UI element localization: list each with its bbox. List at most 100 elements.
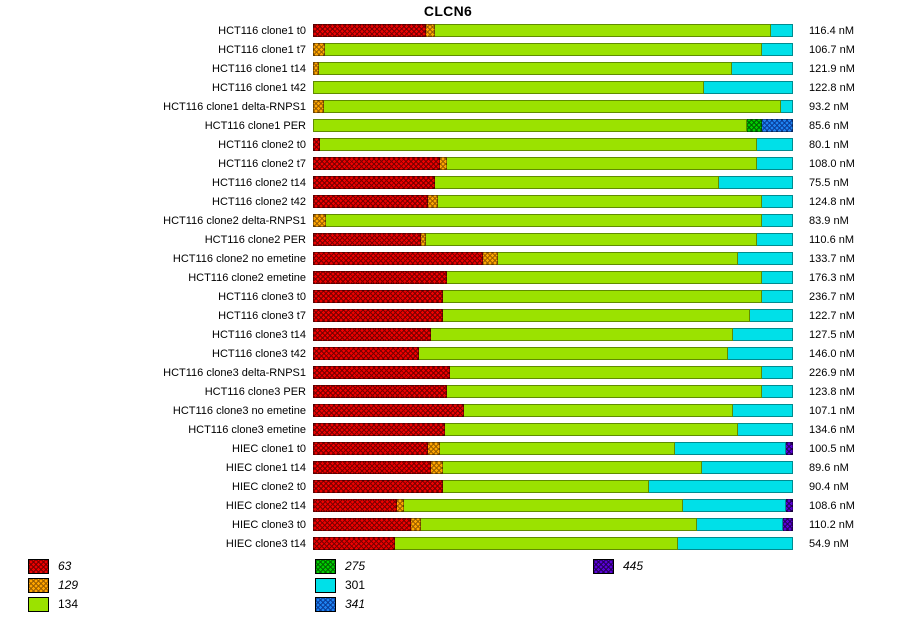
bar-segment-134 — [445, 423, 738, 436]
bar-segment-445 — [785, 499, 793, 512]
row-label: HCT116 clone2 t42 — [212, 195, 306, 208]
bar-row: HIEC clone1 t14 89.6 nM — [0, 458, 900, 477]
legend-swatch-301 — [315, 577, 336, 593]
bar-row: HCT116 clone3 no emetine 107.1 nM — [0, 401, 900, 420]
legend-item-275: 275 — [315, 558, 365, 574]
row-label: HCT116 clone2 t7 — [218, 157, 306, 170]
bar-row: HCT116 clone3 t7 122.7 nM — [0, 306, 900, 325]
bar — [313, 480, 793, 493]
bar-segment-301 — [731, 62, 793, 75]
bar-segment-301 — [761, 195, 793, 208]
bar-segment-129 — [425, 24, 436, 37]
bar-row: HCT116 clone2 PER 110.6 nM — [0, 230, 900, 249]
row-value: 226.9 nM — [809, 366, 855, 379]
row-value: 134.6 nM — [809, 423, 855, 436]
row-value: 122.7 nM — [809, 309, 855, 322]
legend-swatch-341 — [315, 596, 336, 612]
bar — [313, 233, 793, 246]
bar-segment-63 — [313, 423, 445, 436]
bar-segment-301 — [756, 233, 793, 246]
row-label: HCT116 clone2 emetine — [188, 271, 306, 284]
legend-label: 301 — [345, 578, 366, 592]
legend-label: 341 — [345, 597, 366, 611]
legend: 63 129 134 275 301 341 445 — [0, 553, 900, 619]
bar-row: HIEC clone2 t14 108.6 nM — [0, 496, 900, 515]
bar-row: HCT116 clone1 delta-RNPS1 93.2 nM — [0, 97, 900, 116]
legend-label: 63 — [58, 559, 72, 573]
bar-segment-63 — [313, 309, 443, 322]
row-value: 89.6 nM — [809, 461, 849, 474]
bar-segment-301 — [761, 366, 793, 379]
row-value: 110.2 nM — [809, 518, 855, 531]
bar-row: HCT116 clone2 no emetine 133.7 nM — [0, 249, 900, 268]
row-value: 54.9 nM — [809, 537, 849, 550]
bar-segment-129 — [428, 195, 438, 208]
row-value: 123.8 nM — [809, 385, 855, 398]
bar — [313, 290, 793, 303]
bar-segment-63 — [313, 328, 431, 341]
row-value: 133.7 nM — [809, 252, 855, 265]
bar-segment-63 — [313, 195, 429, 208]
bar — [313, 252, 793, 265]
bar-row: HCT116 clone2 delta-RNPS1 83.9 nM — [0, 211, 900, 230]
bar-segment-275 — [747, 119, 762, 132]
legend-label: 445 — [623, 559, 644, 573]
bar-segment-134 — [464, 404, 733, 417]
bar-segment-134 — [404, 499, 683, 512]
bar-row: HCT116 clone1 t0 116.4 nM — [0, 21, 900, 40]
bar-segment-134 — [425, 233, 757, 246]
bar — [313, 157, 793, 170]
legend-swatch-445 — [593, 558, 614, 574]
row-value: 236.7 nM — [809, 290, 855, 303]
bar-segment-63 — [313, 347, 419, 360]
bar-segment-129 — [428, 442, 441, 455]
legend-item-134: 134 — [28, 596, 78, 612]
bar-segment-129 — [397, 499, 405, 512]
bar-segment-134 — [430, 328, 733, 341]
bar-segment-301 — [749, 309, 793, 322]
bar-segment-134 — [313, 119, 748, 132]
legend-item-129: 129 — [28, 577, 78, 593]
bar — [313, 119, 793, 132]
bar-segment-134 — [326, 214, 762, 227]
row-value: 90.4 nM — [809, 480, 849, 493]
legend-swatch-134 — [28, 596, 49, 612]
legend-item-341: 341 — [315, 596, 365, 612]
row-label: HCT116 clone1 delta-RNPS1 — [163, 100, 306, 113]
legend-label: 275 — [345, 559, 366, 573]
bar-segment-134 — [318, 62, 732, 75]
row-value: 116.4 nM — [809, 24, 855, 37]
bar-segment-63 — [313, 24, 426, 37]
bar — [313, 385, 793, 398]
bar — [313, 537, 793, 550]
row-label: HCT116 clone1 PER — [204, 119, 306, 132]
chart-title: CLCN6 — [423, 3, 473, 19]
row-label: HCT116 clone3 no emetine — [172, 404, 306, 417]
row-label: HCT116 clone2 t0 — [218, 138, 306, 151]
bar-row: HCT116 clone3 t0 236.7 nM — [0, 287, 900, 306]
bar-row: HCT116 clone1 t42 122.8 nM — [0, 78, 900, 97]
legend-item-301: 301 — [315, 577, 365, 593]
bar-row: HCT116 clone1 t14 121.9 nM — [0, 59, 900, 78]
row-label: HCT116 clone3 emetine — [188, 423, 306, 436]
bar-segment-134 — [313, 81, 705, 94]
bar-row: HCT116 clone2 emetine 176.3 nM — [0, 268, 900, 287]
bar-segment-134 — [442, 290, 762, 303]
bar-segment-301 — [682, 499, 786, 512]
bar-row: HIEC clone3 t14 54.9 nM — [0, 534, 900, 553]
bar — [313, 24, 793, 37]
bar — [313, 214, 793, 227]
bar-segment-301 — [756, 157, 793, 170]
bar-segment-301 — [701, 461, 793, 474]
bar-row: HIEC clone3 t0 110.2 nM — [0, 515, 900, 534]
bar — [313, 404, 793, 417]
row-label: HCT116 clone1 t0 — [218, 24, 306, 37]
bar-segment-301 — [696, 518, 784, 531]
bar-segment-301 — [780, 100, 793, 113]
row-value: 100.5 nM — [809, 442, 855, 455]
bar — [313, 100, 793, 113]
row-value: 176.3 nM — [809, 271, 855, 284]
legend-swatch-129 — [28, 577, 49, 593]
row-value: 75.5 nM — [809, 176, 849, 189]
bar — [313, 423, 793, 436]
